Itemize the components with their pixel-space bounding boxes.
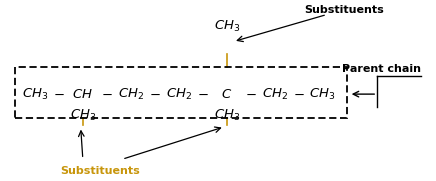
Text: $-$: $-$ [149,88,160,101]
Text: $C$: $C$ [221,88,232,101]
Text: $CH_2$: $CH_2$ [262,87,288,102]
Text: $CH_3$: $CH_3$ [310,87,336,102]
Text: $-$: $-$ [101,88,112,101]
Text: $CH_3$: $CH_3$ [70,108,96,123]
Text: Substituents: Substituents [61,166,140,176]
Text: Substituents: Substituents [305,5,384,15]
Text: $CH_3$: $CH_3$ [214,19,240,34]
Text: $-$: $-$ [245,88,256,101]
Text: Parent chain: Parent chain [342,64,421,74]
Text: $CH_2$: $CH_2$ [166,87,192,102]
Text: $-$: $-$ [197,88,208,101]
Text: $-$: $-$ [53,88,65,101]
Text: $CH_2$: $CH_2$ [118,87,144,102]
Text: $CH_3$: $CH_3$ [22,87,48,102]
Text: $-$: $-$ [293,88,304,101]
Text: $CH$: $CH$ [72,88,93,101]
Text: $CH_3$: $CH_3$ [214,108,240,123]
